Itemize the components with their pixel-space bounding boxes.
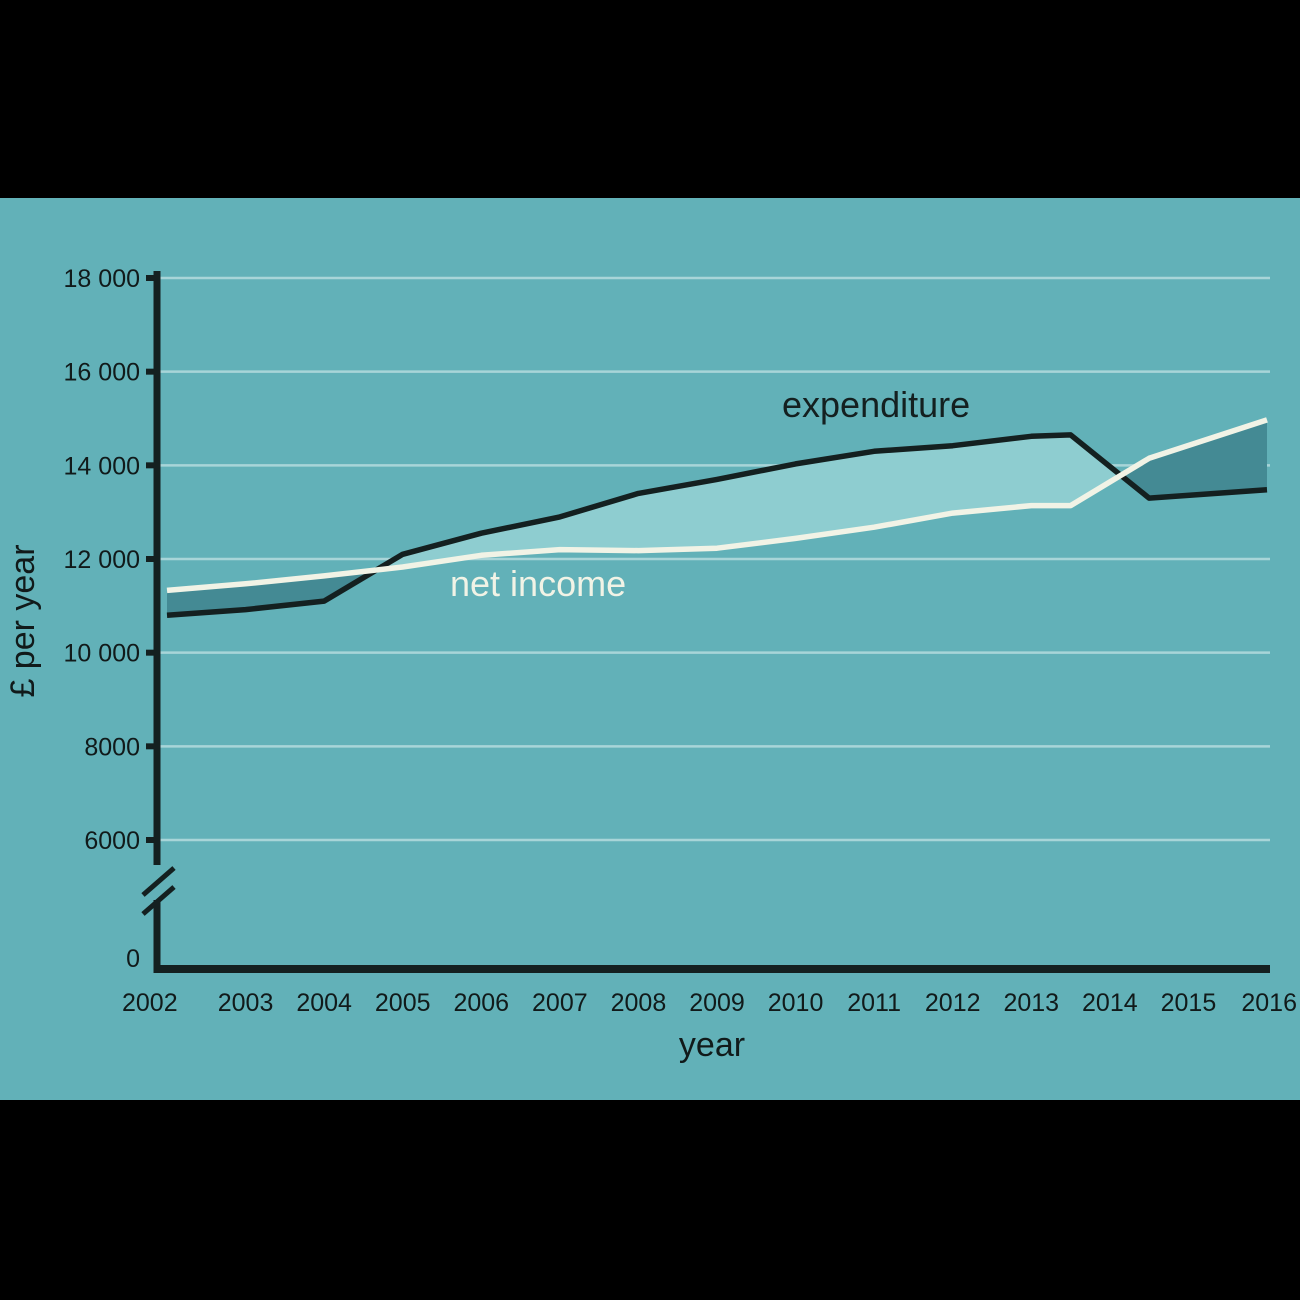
series-line-net-income <box>166 417 1268 594</box>
y-tick-label: 14 000 <box>64 452 140 480</box>
axis-break-mark <box>141 885 176 916</box>
labels: expenditure net income year £ per year <box>4 384 970 1064</box>
y-tick-label: 6000 <box>84 827 140 855</box>
x-tick-label: 2013 <box>1003 989 1059 1017</box>
y-tick-label: 12 000 <box>64 546 140 574</box>
series-lines <box>166 417 1268 618</box>
x-tick-label: 2004 <box>296 989 352 1017</box>
x-tick-label: 2010 <box>768 989 824 1017</box>
x-tick-label: 2016 <box>1241 989 1297 1017</box>
gap-fills <box>167 419 1267 616</box>
axes: 0 6000 8000 10 000 12 000 14 000 16 000 18 000 2… <box>64 265 1297 1017</box>
x-tick-label: 2009 <box>689 989 745 1017</box>
series-line-expenditure <box>166 432 1268 618</box>
x-axis-title: year <box>679 1026 745 1064</box>
axis-break-mark <box>141 866 176 897</box>
x-tick-label: 2014 <box>1082 989 1138 1017</box>
x-tick-label: 2015 <box>1161 989 1217 1017</box>
y-tick-label: 8000 <box>84 733 140 761</box>
x-tick-label: 2007 <box>532 989 588 1017</box>
chart-panel: 0 6000 8000 10 000 12 000 14 000 16 000 18 000 2… <box>0 198 1300 1100</box>
y-tick-label: 10 000 <box>64 640 140 668</box>
gridlines <box>157 276 1270 842</box>
y-tick-label: 16 000 <box>64 359 140 387</box>
x-tick-label: 2006 <box>453 989 509 1017</box>
line-chart: 0 6000 8000 10 000 12 000 14 000 16 000 18 000 2… <box>4 265 1297 1064</box>
fill-income-above-expenditure <box>167 569 377 616</box>
fill-income-above-expenditure <box>1120 419 1267 499</box>
x-tick-label: 2012 <box>925 989 981 1017</box>
x-tick-label: 2005 <box>375 989 431 1017</box>
y-tick-label: 18 000 <box>64 265 140 293</box>
series-label-expenditure: expenditure <box>782 384 970 425</box>
x-tick-label: 2008 <box>611 989 667 1017</box>
y-axis-title: £ per year <box>4 544 42 697</box>
fill-expenditure-above-income <box>376 434 1121 570</box>
y-tick-label: 0 <box>126 945 140 973</box>
series-label-net-income: net income <box>450 563 626 604</box>
x-tick-label: 2003 <box>218 989 274 1017</box>
x-tick-label: 2011 <box>847 989 901 1017</box>
x-tick-label: 2002 <box>122 989 178 1017</box>
